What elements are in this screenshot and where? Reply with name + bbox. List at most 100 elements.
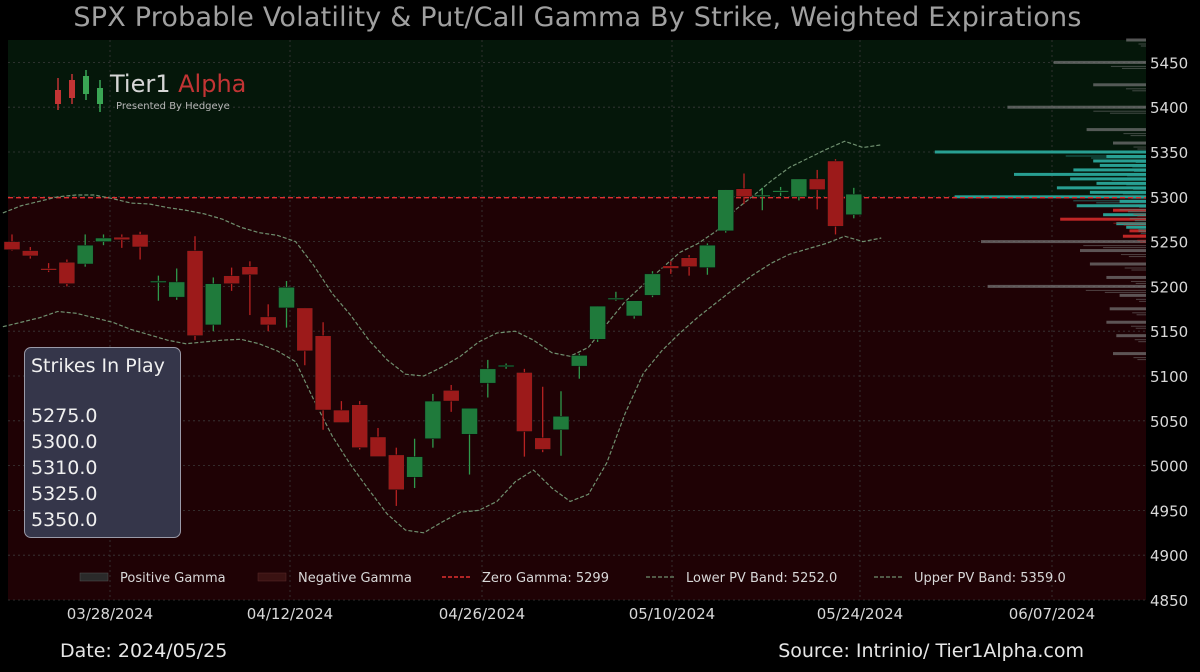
gamma-bar <box>1056 186 1146 190</box>
gamma-bar-minor <box>1093 110 1146 112</box>
gamma-bar-minor <box>1132 312 1146 314</box>
candle <box>388 447 405 506</box>
gamma-bar-minor <box>1133 188 1146 190</box>
gamma-bar-minor <box>1126 184 1146 186</box>
gamma-bar <box>954 195 1146 199</box>
gamma-bar-minor <box>1131 269 1146 271</box>
candle-body <box>461 408 478 435</box>
gamma-bar-minor <box>1121 67 1146 69</box>
y-tick-label: 4950 <box>1150 502 1188 520</box>
candle-body <box>406 456 423 478</box>
candle <box>95 234 112 246</box>
candle-body <box>40 268 57 271</box>
candle <box>58 259 76 287</box>
gamma-bar-minor <box>1103 247 1146 249</box>
candle <box>644 271 661 298</box>
gamma-bar-minor <box>1138 341 1146 343</box>
gamma-bar-minor <box>1133 357 1146 359</box>
candle-body <box>808 178 826 190</box>
candle-body <box>278 287 295 309</box>
gamma-bar <box>1093 159 1146 163</box>
candle <box>808 169 826 210</box>
gamma-bar-minor <box>1117 182 1146 184</box>
gamma-bar-minor <box>1133 213 1146 215</box>
gamma-bar-minor <box>1096 202 1146 204</box>
logo-wordmark: Tier1 Alpha <box>110 70 246 98</box>
gamma-bar-minor <box>1127 211 1146 213</box>
pv-bands <box>2 140 882 534</box>
gamma-bar <box>1122 234 1146 238</box>
candle <box>772 186 789 196</box>
x-tick-label: 03/28/2024 <box>67 605 153 623</box>
y-tick-label: 5150 <box>1150 323 1188 341</box>
candle <box>168 268 185 300</box>
candle <box>735 173 753 204</box>
gamma-bar-minor <box>1139 206 1146 208</box>
x-tick-label: 05/10/2024 <box>629 605 715 623</box>
gamma-bar-minor <box>1095 177 1146 179</box>
gamma-bar-minor <box>1109 112 1146 114</box>
candle <box>296 307 314 366</box>
candlesticks <box>3 159 863 506</box>
candle-body <box>552 416 570 431</box>
candle-body <box>534 437 551 450</box>
candle <box>479 359 497 398</box>
candle-body <box>790 178 808 198</box>
gamma-bar-minor <box>1140 232 1146 234</box>
gamma-bar-minor <box>1134 220 1146 222</box>
gamma-bar <box>1119 293 1146 297</box>
candle-body <box>754 194 771 197</box>
tier1alpha-logo: Tier1 Alpha Presented By Hedgeye <box>54 70 246 118</box>
gamma-bar-minor <box>1128 256 1146 258</box>
candle <box>790 178 808 201</box>
gamma-bar-minor <box>1135 327 1146 329</box>
gamma-bar-minor <box>1138 43 1146 45</box>
candle-body <box>205 283 222 326</box>
candle-body <box>241 266 259 276</box>
gamma-bar <box>1099 163 1146 167</box>
x-tick-label: 05/24/2024 <box>817 605 903 623</box>
gamma-bar <box>1116 334 1146 338</box>
gamma-bar-minor <box>1123 224 1146 226</box>
candle <box>241 261 259 316</box>
legend-item: Positive Gamma <box>79 571 226 586</box>
candle <box>113 234 131 248</box>
legend-item: Upper PV Band: 5359.0 <box>874 571 1066 586</box>
y-tick-label: 5450 <box>1150 54 1188 72</box>
candle <box>662 261 680 274</box>
y-tick-label: 4850 <box>1150 592 1188 610</box>
candle <box>76 234 94 267</box>
candle-body <box>479 368 497 384</box>
candle-body <box>827 160 844 227</box>
legend: Positive Gamma Negative Gamma Zero Gamma: … <box>79 571 1066 586</box>
x-tick-label: 04/12/2024 <box>247 605 333 623</box>
candle <box>150 275 167 301</box>
gamma-bar-minor <box>1137 215 1146 217</box>
candle <box>278 281 295 328</box>
candle-body <box>680 257 698 267</box>
logo-tagline: Presented By Hedgeye <box>116 101 230 112</box>
strike-item: 5300.0 <box>31 431 98 453</box>
y-tick-label: 5200 <box>1150 278 1188 296</box>
candle <box>699 243 716 275</box>
candle-body <box>699 244 716 268</box>
gamma-bar-minor <box>1120 254 1146 256</box>
gamma-profile <box>934 38 1146 361</box>
gamma-bar-minor <box>1137 359 1146 361</box>
gamma-bar-minor <box>1135 161 1146 163</box>
gamma-bar-minor <box>1085 289 1146 291</box>
logo-brand-main: Tier1 <box>110 70 171 98</box>
gamma-bar-minor <box>1118 173 1146 175</box>
candle-body <box>186 250 204 336</box>
gamma-bar-minor <box>1083 245 1146 247</box>
gamma-bar <box>1014 172 1146 176</box>
candle <box>607 291 625 301</box>
gamma-bar-minor <box>1125 164 1146 166</box>
gamma-bar-minor <box>1132 90 1146 92</box>
footer-date: Date: 2024/05/25 <box>60 640 228 662</box>
candle-body <box>150 280 167 283</box>
gamma-bar <box>1109 307 1146 311</box>
candle <box>22 246 39 259</box>
gamma-bar <box>1089 262 1146 266</box>
gamma-bar-minor <box>1134 227 1146 229</box>
